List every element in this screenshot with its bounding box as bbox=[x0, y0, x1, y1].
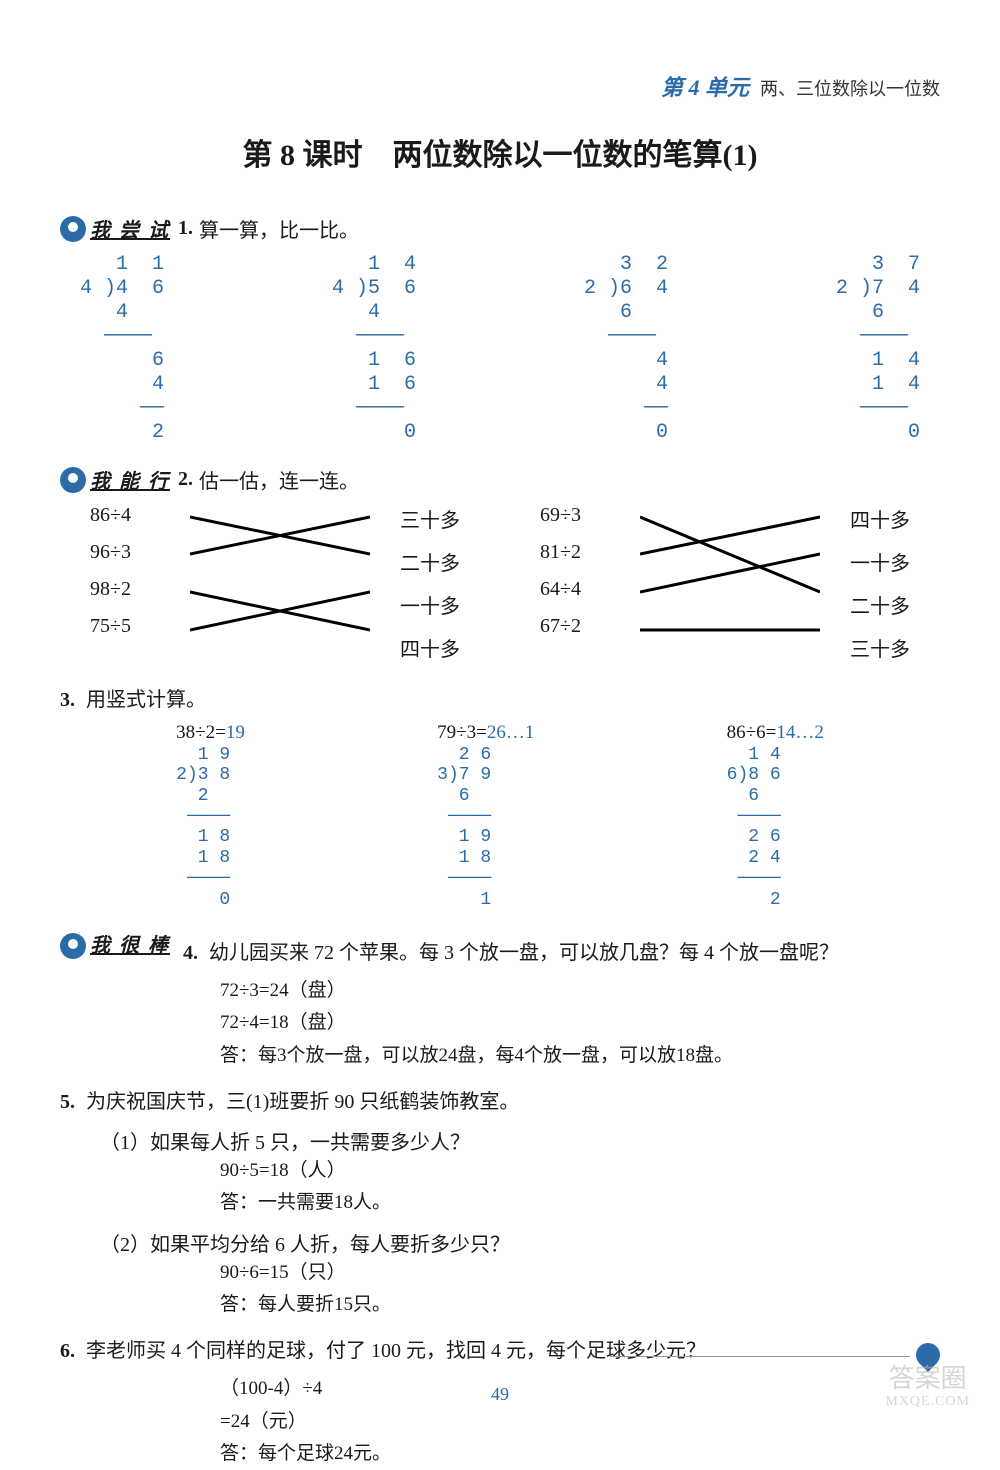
match-group-1: 86÷4 96÷3 98÷2 75÷5 三十多 二十多 一十多 四十多 bbox=[90, 504, 460, 664]
badge-great: 我 很 棒 bbox=[60, 930, 170, 962]
long-division-4: 3 7 2 )7 4 6 ──── 1 4 1 4 ──── 0 bbox=[836, 253, 920, 445]
answer-line: （100-4）÷4 bbox=[220, 1373, 940, 1405]
unit-subtitle: 两、三位数除以一位数 bbox=[760, 79, 940, 99]
match-item: 81÷2 bbox=[540, 541, 581, 564]
match-item: 75÷5 bbox=[90, 615, 131, 638]
vcalc-ans: 14…2 bbox=[776, 722, 824, 743]
q5-line: 5. 为庆祝国庆节，三(1)班要折 90 只纸鹤装饰教室。 bbox=[60, 1086, 940, 1118]
answer-line: 答：每3个放一盘，可以放24盘，每4个放一盘，可以放18盘。 bbox=[220, 1040, 940, 1072]
q5-sub2: （2）如果平均分给 6 人折，每人要折多少只？ bbox=[100, 1228, 940, 1257]
q3-text: 用竖式计算。 bbox=[86, 689, 206, 711]
match-lines-2 bbox=[640, 512, 820, 662]
q2-num: 2. bbox=[178, 468, 193, 491]
q2-line: 我 能 行 2. 估一估，连一连。 bbox=[60, 465, 940, 494]
match-item: 三十多 bbox=[850, 633, 910, 662]
q5-sub2-ans: 90÷6=15（只） 答：每人要折15只。 bbox=[220, 1257, 940, 1322]
q4-text: 幼儿园买来 72 个苹果。每 3 个放一盘，可以放几盘？每 4 个放一盘呢？ bbox=[209, 942, 839, 964]
vcalc-work: 1 4 6)8 6 6 ──── 2 6 2 4 ──── 2 bbox=[727, 745, 781, 910]
vcalc-1: 38÷2=19 1 9 2)3 8 2 ──── 1 8 1 8 ──── 0 bbox=[176, 722, 245, 910]
q5-text: 为庆祝国庆节，三(1)班要折 90 只纸鹤装饰教室。 bbox=[86, 1091, 519, 1113]
q2-text: 估一估，连一连。 bbox=[199, 465, 359, 494]
answer-line: 90÷6=15（只） bbox=[220, 1257, 940, 1289]
answer-line: 答：一共需要18人。 bbox=[220, 1187, 940, 1219]
q5-sub1-ans: 90÷5=18（人） 答：一共需要18人。 bbox=[220, 1155, 940, 1220]
q1-line: 我 尝 试 1. 算一算，比一比。 bbox=[60, 214, 940, 243]
badge-icon bbox=[60, 933, 86, 959]
q3-line: 3. 用竖式计算。 bbox=[60, 684, 940, 716]
match-item: 67÷2 bbox=[540, 615, 581, 638]
q1-text: 算一算，比一比。 bbox=[199, 214, 359, 243]
page-number: 49 bbox=[491, 1384, 509, 1405]
answer-line: 答：每个足球24元。 bbox=[220, 1438, 940, 1470]
vcalc-work: 1 9 2)3 8 2 ──── 1 8 1 8 ──── 0 bbox=[176, 745, 230, 910]
long-division-2: 1 4 4 )5 6 4 ──── 1 6 1 6 ──── 0 bbox=[332, 253, 416, 445]
footer-line bbox=[610, 1356, 910, 1357]
q4-answers: 72÷3=24（盘） 72÷4=18（盘） 答：每3个放一盘，可以放24盘，每4… bbox=[220, 975, 940, 1072]
badge-try-text: 我 尝 试 bbox=[90, 214, 170, 243]
match-item: 96÷3 bbox=[90, 541, 131, 564]
vcalc-ans: 26…1 bbox=[487, 722, 535, 743]
match-item: 69÷3 bbox=[540, 504, 581, 527]
match-item: 二十多 bbox=[400, 547, 460, 576]
q3-num: 3. bbox=[60, 689, 75, 711]
match-item: 一十多 bbox=[400, 590, 460, 619]
q6-num: 6. bbox=[60, 1340, 75, 1362]
match-item: 64÷4 bbox=[540, 578, 581, 601]
q6-line: 6. 李老师买 4 个同样的足球，付了 100 元，找回 4 元，每个足球多少元… bbox=[60, 1335, 940, 1367]
badge-can: 我 能 行 bbox=[60, 465, 170, 494]
match-item: 四十多 bbox=[850, 504, 910, 533]
answer-line: 72÷3=24（盘） bbox=[220, 975, 940, 1007]
q5-num: 5. bbox=[60, 1091, 75, 1113]
q6-text: 李老师买 4 个同样的足球，付了 100 元，找回 4 元，每个足球多少元？ bbox=[86, 1340, 706, 1362]
match-item: 一十多 bbox=[850, 547, 910, 576]
vcalc-2: 79÷3=26…1 2 6 3)7 9 6 ──── 1 9 1 8 ──── … bbox=[437, 722, 534, 910]
badge-icon bbox=[60, 467, 86, 493]
vcalc-expr: 86÷6= bbox=[727, 722, 777, 743]
match-left-1: 86÷4 96÷3 98÷2 75÷5 bbox=[90, 504, 131, 638]
badge-great-text: 我 很 棒 bbox=[90, 930, 170, 962]
match-group-2: 69÷3 81÷2 64÷4 67÷2 四十多 一十多 二十多 三十多 bbox=[540, 504, 910, 664]
unit-label: 第 4 单元 bbox=[661, 75, 749, 100]
match-right-2: 四十多 一十多 二十多 三十多 bbox=[850, 504, 910, 662]
badge-icon bbox=[60, 216, 86, 242]
q1-num: 1. bbox=[178, 217, 193, 240]
match-item: 二十多 bbox=[850, 590, 910, 619]
watermark: 答案圈 MXQE.COM bbox=[885, 1365, 970, 1409]
q4-line: 我 很 棒 4. 幼儿园买来 72 个苹果。每 3 个放一盘，可以放几盘？每 4… bbox=[60, 930, 940, 969]
vcalc-work: 2 6 3)7 9 6 ──── 1 9 1 8 ──── 1 bbox=[437, 745, 491, 910]
unit-header: 第 4 单元 两、三位数除以一位数 bbox=[661, 70, 940, 102]
long-division-1: 1 1 4 )4 6 4 ──── 6 4 ── 2 bbox=[80, 253, 164, 445]
q2-matching: 86÷4 96÷3 98÷2 75÷5 三十多 二十多 一十多 四十多 69÷3… bbox=[90, 504, 910, 664]
answer-line: =24（元） bbox=[220, 1406, 940, 1438]
q4-num: 4. bbox=[183, 942, 198, 964]
long-division-3: 3 2 2 )6 4 6 ──── 4 4 ── 0 bbox=[584, 253, 668, 445]
answer-line: 90÷5=18（人） bbox=[220, 1155, 940, 1187]
vcalc-expr: 79÷3= bbox=[437, 722, 487, 743]
q5-sub1: （1）如果每人折 5 只，一共需要多少人？ bbox=[100, 1126, 940, 1155]
match-item: 86÷4 bbox=[90, 504, 131, 527]
badge-try: 我 尝 试 bbox=[60, 214, 170, 243]
watermark-small: MXQE.COM bbox=[885, 1394, 970, 1409]
match-item: 三十多 bbox=[400, 504, 460, 533]
badge-can-text: 我 能 行 bbox=[90, 465, 170, 494]
match-right-1: 三十多 二十多 一十多 四十多 bbox=[400, 504, 460, 662]
match-lines-1 bbox=[190, 512, 370, 662]
lesson-title: 第 8 课时 两位数除以一位数的笔算(1) bbox=[60, 130, 940, 174]
answer-line: 答：每人要折15只。 bbox=[220, 1289, 940, 1321]
match-item: 98÷2 bbox=[90, 578, 131, 601]
q1-divisions: 1 1 4 )4 6 4 ──── 6 4 ── 2 1 4 4 )5 6 4 … bbox=[80, 253, 920, 445]
vcalc-3: 86÷6=14…2 1 4 6)8 6 6 ──── 2 6 2 4 ──── … bbox=[727, 722, 824, 910]
watermark-big: 答案圈 bbox=[885, 1365, 970, 1394]
match-item: 四十多 bbox=[400, 633, 460, 662]
vcalc-ans: 19 bbox=[226, 722, 245, 743]
q3-calcs: 38÷2=19 1 9 2)3 8 2 ──── 1 8 1 8 ──── 0 … bbox=[80, 722, 920, 910]
answer-line: 72÷4=18（盘） bbox=[220, 1007, 940, 1039]
match-left-2: 69÷3 81÷2 64÷4 67÷2 bbox=[540, 504, 581, 638]
q6-answers: （100-4）÷4 =24（元） 答：每个足球24元。 bbox=[220, 1373, 940, 1470]
vcalc-expr: 38÷2= bbox=[176, 722, 226, 743]
